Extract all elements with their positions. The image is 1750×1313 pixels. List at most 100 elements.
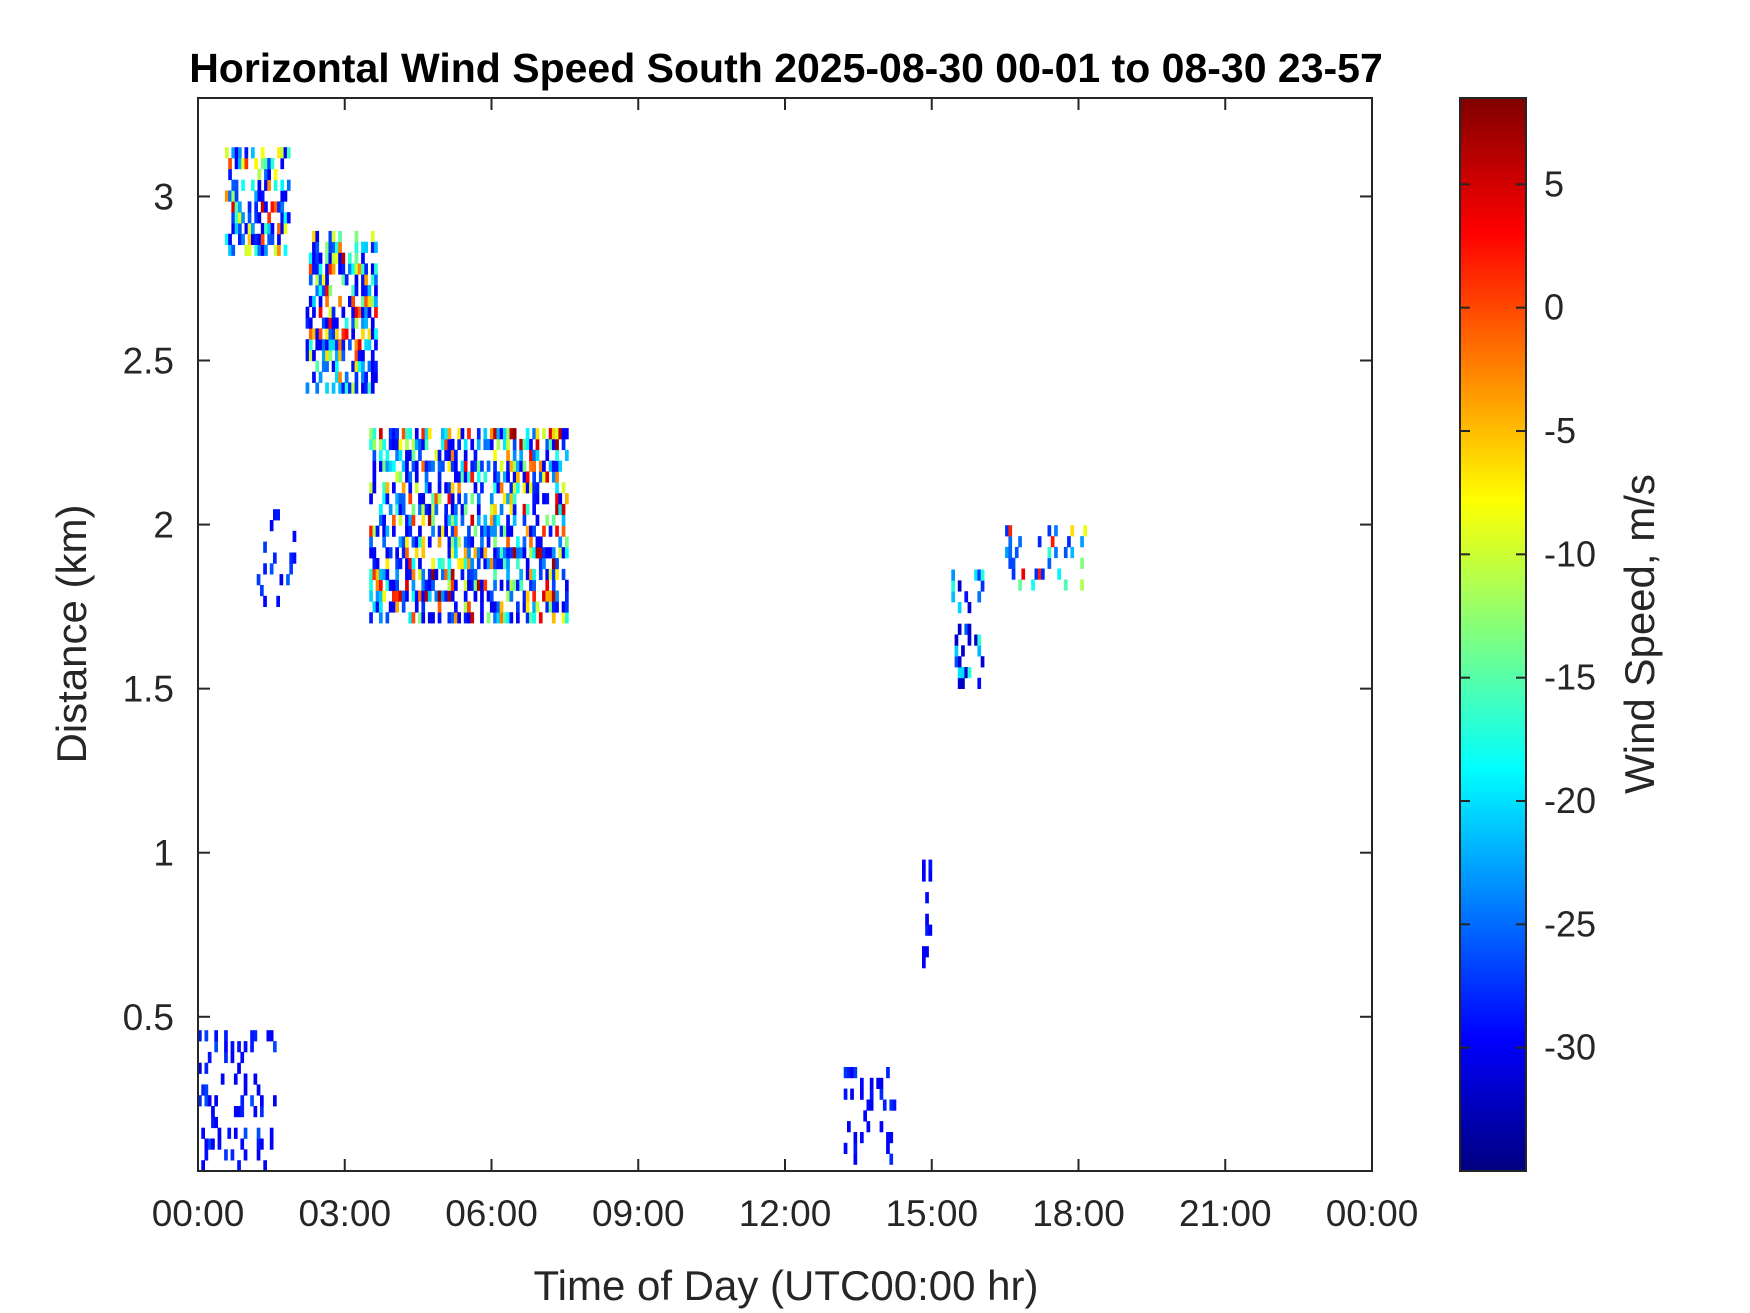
heatmap-cell [283,223,288,235]
heatmap-cell [473,590,478,602]
heatmap-cell [395,503,399,516]
heatmap-cell [964,623,969,635]
heatmap-cell [372,547,377,559]
heatmap-cell [499,579,504,591]
heatmap-cell [545,579,550,591]
heatmap-cell [331,263,336,275]
heatmap-cell [928,859,933,871]
heatmap-cell [312,241,316,253]
heatmap-cell [276,509,280,521]
heatmap-cell [529,438,533,451]
heatmap-cell [418,493,422,505]
heatmap-cell [473,449,478,461]
heatmap-cell [392,438,396,451]
heatmap-cell [280,147,285,159]
heatmap-cell [467,558,471,570]
heatmap-cell [244,244,249,256]
heatmap-cell [860,1077,864,1089]
heatmap-cell [361,241,365,253]
heatmap-cell [392,590,396,602]
heatmap-cell [395,428,399,440]
heatmap-cell [382,525,386,537]
heatmap-cell [364,371,368,383]
heatmap-cell [379,579,383,591]
heatmap-cell [335,241,339,253]
heatmap-cell [922,957,926,969]
heatmap-cell [256,1138,261,1150]
heatmap-cell [463,601,468,613]
heatmap-cell [483,558,488,570]
heatmap-cell [516,579,520,591]
heatmap-cell [441,460,445,472]
heatmap-cell [292,552,297,564]
x-tick-label: 12:00 [739,1193,832,1234]
heatmap-cell [374,274,378,286]
heatmap-cell [372,471,377,483]
heatmap-cell [964,667,969,679]
heatmap-cell [450,460,455,472]
heatmap-cell [535,536,540,548]
heatmap-cell [312,263,316,275]
heatmap-cell [401,428,406,440]
heatmap-cell [522,460,527,472]
heatmap-cell [529,568,533,581]
heatmap-cell [431,579,435,591]
heatmap-cell [238,147,242,159]
heatmap-cell [321,350,326,362]
heatmap-cell [421,514,426,526]
heatmap-cell [974,569,978,581]
heatmap-cell [286,179,291,191]
heatmap-cell [853,1153,858,1165]
heatmap-cell [961,645,965,657]
heatmap-cell [331,241,336,253]
heatmap-cell [411,503,416,516]
heatmap-cell [467,547,471,559]
heatmap-cell [370,230,375,243]
heatmap-cell [204,1138,209,1150]
heatmap-cell [1034,568,1039,580]
heatmap-cell [437,558,442,570]
heatmap-cell [354,350,359,362]
heatmap-cell [486,438,491,451]
heatmap-cell [1037,568,1042,580]
heatmap-cell [318,285,323,297]
heatmap-cell [516,460,520,472]
heatmap-cell [470,579,475,591]
heatmap-cell [418,536,422,548]
heatmap-cell [244,223,249,235]
heatmap-cell [427,536,432,548]
heatmap-cell [558,536,563,548]
heatmap-cell [308,317,313,329]
heatmap-cell [489,503,494,516]
heatmap-cell [372,482,377,494]
heatmap-cell [480,536,484,548]
heatmap-cell [512,438,517,451]
heatmap-cell [411,438,416,451]
heatmap-cell [231,179,236,191]
heatmap-cell [450,590,455,602]
heatmap-cell [529,579,533,591]
heatmap-cell [512,547,517,559]
heatmap-cell [565,493,569,505]
heatmap-cell [512,460,517,472]
heatmap-cell [398,514,403,526]
heatmap-cell [551,514,556,526]
heatmap-cell [421,601,426,613]
heatmap-cell [351,263,355,275]
heatmap-cell [351,306,355,318]
heatmap-cell [545,601,550,613]
heatmap-cell [312,230,316,243]
heatmap-cell [493,536,497,548]
heatmap-cell [444,590,448,602]
heatmap-cell [257,212,262,224]
heatmap-cell [398,438,403,451]
heatmap-cell [418,590,422,602]
heatmap-cell [476,503,481,516]
heatmap-cell [499,525,504,537]
heatmap-cell [506,493,510,505]
heatmap-cell [532,612,536,624]
heatmap-cell [503,471,507,483]
heatmap-cell [565,428,569,440]
heatmap-cell [957,602,962,614]
